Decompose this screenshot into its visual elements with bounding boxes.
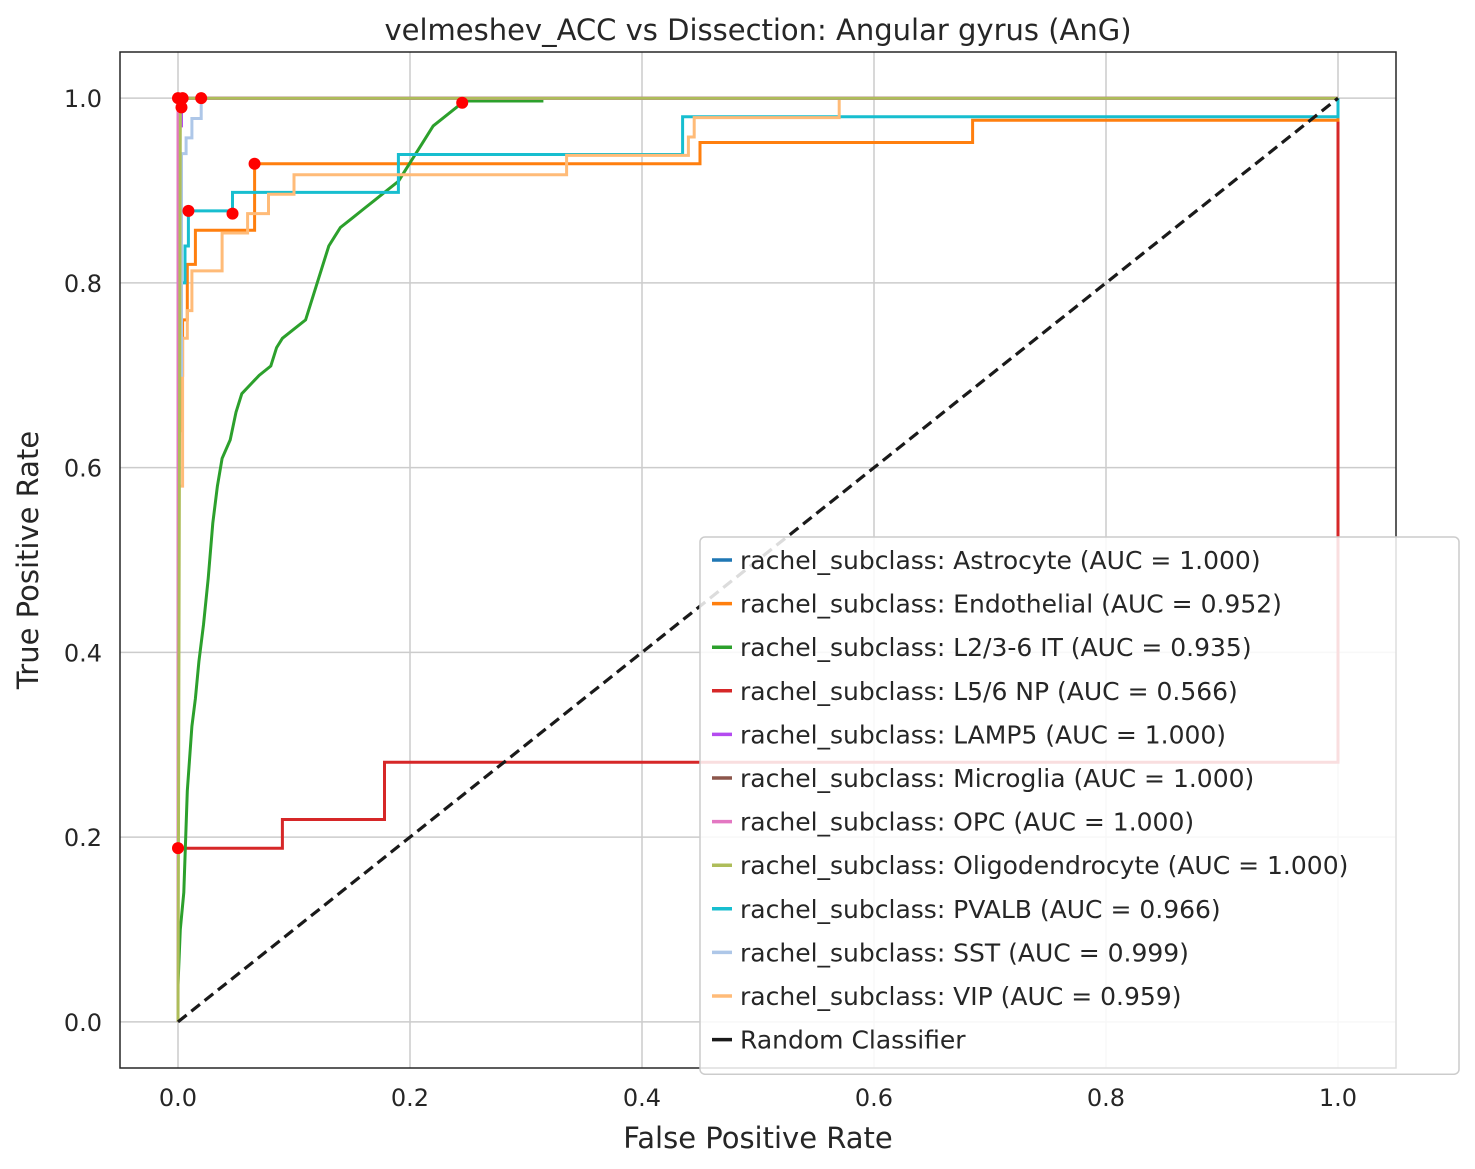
threshold-marker — [248, 157, 261, 170]
legend: rachel_subclass: Astrocyte (AUC = 1.000)… — [699, 536, 1460, 1075]
x-tick-label: 0.0 — [159, 1084, 197, 1112]
legend-entry: rachel_subclass: Astrocyte (AUC = 1.000) — [740, 546, 1261, 575]
x-tick-label: 0.8 — [1087, 1084, 1125, 1112]
legend-entry: rachel_subclass: SST (AUC = 0.999) — [740, 938, 1189, 967]
plot-area — [172, 92, 1340, 1024]
y-tick-label: 0.4 — [64, 639, 102, 667]
legend-entry: rachel_subclass: Oligodendrocyte (AUC = … — [740, 851, 1348, 880]
axis-ticks: 0.0 0.2 0.4 0.6 0.8 1.0 0.0 0.2 0.4 0.6 0.8 1.0 — [64, 85, 1357, 1112]
legend-entry: rachel_subclass: Endothelial (AUC = 0.95… — [740, 590, 1282, 619]
y-axis-label: True Positive Rate — [11, 431, 45, 690]
threshold-marker — [226, 207, 239, 220]
legend-box — [699, 536, 1460, 1075]
x-tick-label: 1.0 — [1319, 1084, 1357, 1112]
grid-lines — [120, 52, 1396, 1068]
y-tick-label: 0.6 — [64, 455, 102, 483]
legend-entry: rachel_subclass: LAMP5 (AUC = 1.000) — [740, 720, 1226, 749]
legend-entry: rachel_subclass: PVALB (AUC = 0.966) — [740, 895, 1221, 924]
legend-entry: Random Classifier — [740, 1026, 966, 1055]
threshold-marker — [172, 842, 184, 855]
y-tick-label: 0.8 — [64, 270, 102, 298]
legend-entry: rachel_subclass: VIP (AUC = 0.959) — [740, 982, 1181, 1011]
threshold-marker — [182, 204, 195, 217]
legend-entry: rachel_subclass: L2/3-6 IT (AUC = 0.935) — [740, 633, 1252, 662]
series-line — [176, 96, 1338, 1022]
x-tick-label: 0.2 — [391, 1084, 429, 1112]
legend-entry: rachel_subclass: L5/6 NP (AUC = 0.566) — [740, 677, 1238, 706]
x-tick-label: 0.6 — [855, 1084, 893, 1112]
legend-entry: rachel_subclass: OPC (AUC = 1.000) — [740, 808, 1194, 837]
legend-entry: rachel_subclass: Microglia (AUC = 1.000) — [740, 764, 1254, 793]
threshold-marker — [176, 92, 189, 105]
threshold-marker — [456, 96, 469, 109]
series-line — [176, 99, 544, 985]
y-tick-label: 0.0 — [64, 1009, 102, 1037]
threshold-markers — [172, 92, 469, 855]
threshold-marker — [195, 92, 208, 105]
x-axis-label: False Positive Rate — [623, 1121, 893, 1155]
x-tick-label: 0.4 — [623, 1084, 661, 1112]
y-tick-label: 0.2 — [64, 824, 102, 852]
y-tick-label: 1.0 — [64, 85, 102, 113]
chart-title: velmeshev_ACC vs Dissection: Angular gyr… — [384, 13, 1131, 47]
threshold-marker — [175, 101, 188, 114]
